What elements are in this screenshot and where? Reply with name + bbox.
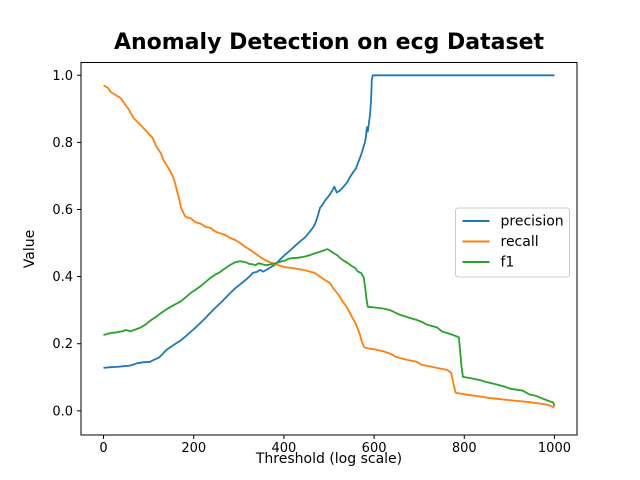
y-axis-ticks: 0.0 0.2 0.4 0.6 0.8 1.0 [52,69,81,419]
x-tick-label: 400 [271,441,296,456]
legend-label-precision: precision [501,214,564,230]
series-line-precision [103,74,555,369]
x-tick-label: 1000 [538,441,571,456]
x-tick-label: 200 [181,441,206,456]
legend: precision recall f1 [455,207,570,278]
legend-label-recall: recall [501,234,539,250]
series-line-f1 [103,248,556,407]
x-tick-label: 800 [452,441,477,456]
x-tick-label: 600 [362,441,387,456]
chart-title: Anomaly Detection on ecg Dataset [114,30,545,55]
x-axis-ticks: 0 200 400 600 800 1000 [99,435,571,456]
y-tick-label: 0.6 [52,203,73,218]
legend-label-f1: f1 [501,255,515,271]
y-tick-label: 0.2 [52,337,73,352]
plot-series [103,74,556,409]
y-tick-label: 1.0 [52,69,73,84]
series-line-recall [103,84,555,409]
y-axis-label: Value [22,230,38,268]
y-tick-label: 0.0 [52,404,73,419]
y-tick-label: 0.8 [52,136,73,151]
x-tick-label: 0 [99,441,107,456]
plot-area-border [80,62,578,436]
legend-box [455,207,570,278]
y-tick-label: 0.4 [52,270,73,285]
x-axis-label: Threshold (log scale) [255,451,402,467]
